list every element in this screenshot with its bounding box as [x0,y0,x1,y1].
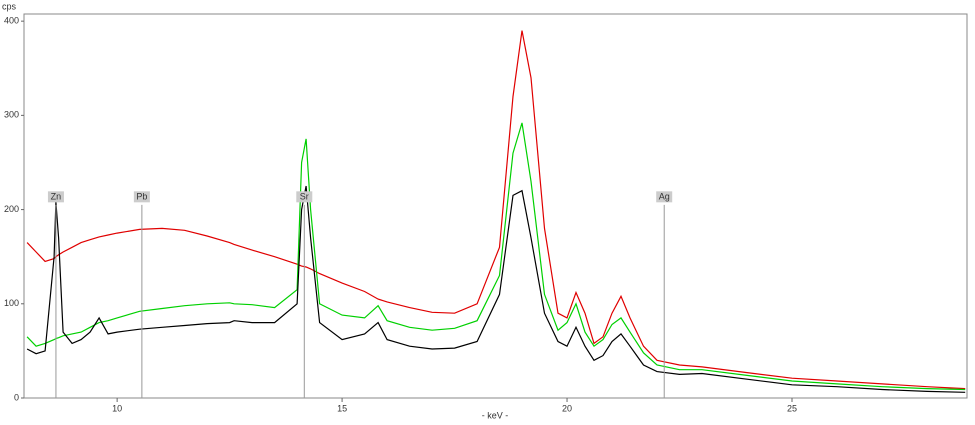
plot-frame [23,13,968,399]
y-tick-label: 100 [4,298,19,308]
element-label: Pb [136,192,147,202]
x-tick-label: 20 [562,403,572,413]
y-tick-label: 200 [4,204,19,214]
x-tick-label: 25 [787,403,797,413]
x-tick-label: 15 [337,403,347,413]
y-tick-label: 400 [4,16,19,26]
element-label: Zn [51,192,62,202]
element-label-bg [133,191,150,203]
element-label-bg [296,191,313,203]
spectrum-line [26,30,966,390]
y-axis-label: cps [2,1,17,11]
y-tick-label: 300 [4,110,19,120]
element-label: Ag [659,192,670,202]
element-label-bg [656,191,673,203]
element-label: Sr [300,192,309,202]
element-label-bg [47,191,64,203]
spectrum-line [26,185,966,393]
y-tick-label: 0 [14,392,19,402]
x-axis-label: - keV - [482,410,509,420]
x-tick-label: 10 [112,403,122,413]
